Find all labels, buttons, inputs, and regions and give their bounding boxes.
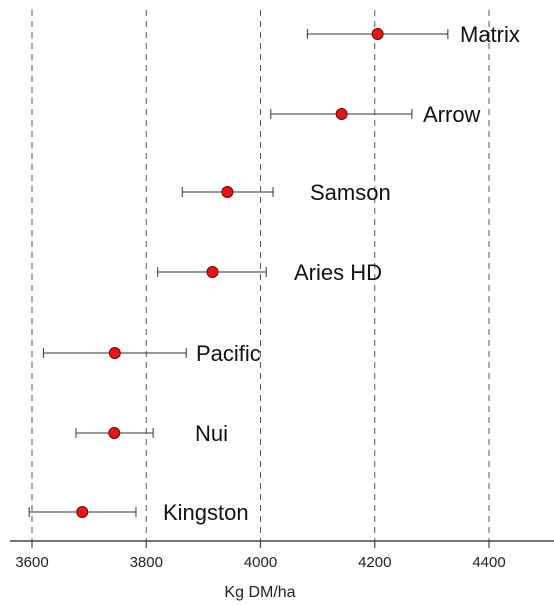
x-tick-label-3600: 3600 — [15, 554, 48, 571]
category-label-aries-hd: Aries HD — [294, 260, 382, 285]
x-tick-label-3800: 3800 — [130, 554, 163, 571]
category-label-samson: Samson — [310, 180, 391, 205]
data-point-pacific — [108, 347, 121, 359]
x-tick-label-4000: 4000 — [244, 554, 277, 571]
data-point-samson — [221, 186, 234, 198]
data-point-aries-hd — [206, 266, 219, 278]
category-labels: Matrix Arrow Samson Aries HD Pacific Nui Kings… — [163, 22, 520, 525]
grid-lines — [31, 10, 490, 541]
data-point-arrow — [335, 108, 348, 120]
x-axis-title: Kg DM/ha — [224, 584, 295, 601]
category-label-kingston: Kingston — [163, 500, 249, 525]
x-axis-ticks: 3600 3800 4000 4200 4400 — [15, 541, 506, 571]
category-label-arrow: Arrow — [423, 102, 481, 127]
data-points — [76, 28, 384, 518]
x-tick-label-4200: 4200 — [358, 554, 391, 571]
data-point-nui — [108, 427, 121, 439]
category-label-nui: Nui — [195, 421, 228, 446]
error-bars — [28, 29, 449, 517]
category-label-matrix: Matrix — [460, 22, 520, 47]
category-label-pacific: Pacific — [196, 341, 261, 366]
data-point-kingston — [76, 506, 89, 518]
x-tick-label-4400: 4400 — [472, 554, 505, 571]
data-point-matrix — [371, 28, 384, 40]
